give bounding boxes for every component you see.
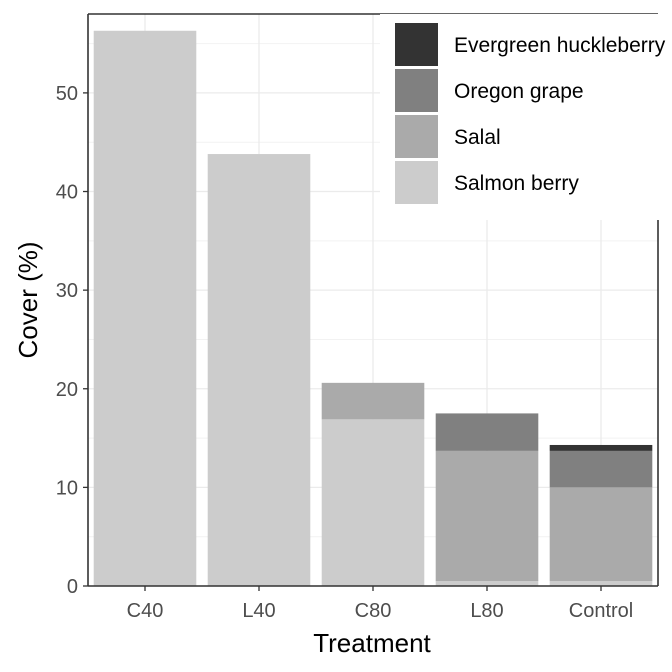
y-tick-label: 0 — [67, 576, 78, 598]
y-tick-label: 20 — [56, 379, 78, 401]
legend-key-salmon-berry — [395, 161, 438, 204]
bars — [93, 30, 653, 587]
legend-key-oregon-grape — [395, 69, 438, 112]
x-axis-title: Treatment — [313, 628, 431, 658]
legend-label: Evergreen huckleberry — [454, 34, 666, 57]
y-tick-label: 50 — [56, 83, 78, 105]
x-tick-label: C80 — [355, 600, 392, 622]
bar-segment-control-salmon-berry — [549, 581, 653, 586]
y-axis-title: Cover (%) — [13, 241, 43, 358]
x-tick-labels: C40 L40 C80 L80 Control — [127, 586, 633, 622]
x-tick-label: L40 — [242, 600, 275, 622]
legend: Evergreen huckleberry Oregon grape Salal Sa… — [380, 14, 672, 220]
bar-segment-control-oregon-grape — [549, 450, 653, 488]
y-tick-label: 10 — [56, 477, 78, 499]
legend-key-salal — [395, 115, 438, 158]
y-tick-label: 30 — [56, 280, 78, 302]
legend-label: Salal — [454, 126, 501, 149]
legend-key-evergreen-huckleberry — [395, 23, 438, 66]
bar-segment-l40-salmon-berry — [207, 154, 311, 586]
legend-label: Oregon grape — [454, 80, 584, 103]
bar-segment-control-salal — [549, 487, 653, 582]
bar-segment-control-evergreen-huckleberry — [549, 444, 653, 451]
y-tick-labels: 0 10 20 30 40 50 — [56, 83, 88, 598]
bar-segment-l80-salmon-berry — [435, 581, 539, 586]
bar-segment-l80-oregon-grape — [435, 413, 539, 451]
x-tick-label: C40 — [127, 600, 164, 622]
legend-label: Salmon berry — [454, 172, 579, 195]
bar-segment-c80-salmon-berry — [321, 419, 425, 586]
x-tick-label: L80 — [470, 600, 503, 622]
y-tick-label: 40 — [56, 182, 78, 204]
bar-segment-c80-salal — [321, 382, 425, 420]
bar-segment-l80-salal — [435, 450, 539, 582]
x-tick-label: Control — [569, 600, 633, 622]
bar-segment-c40-salmon-berry — [93, 30, 197, 587]
